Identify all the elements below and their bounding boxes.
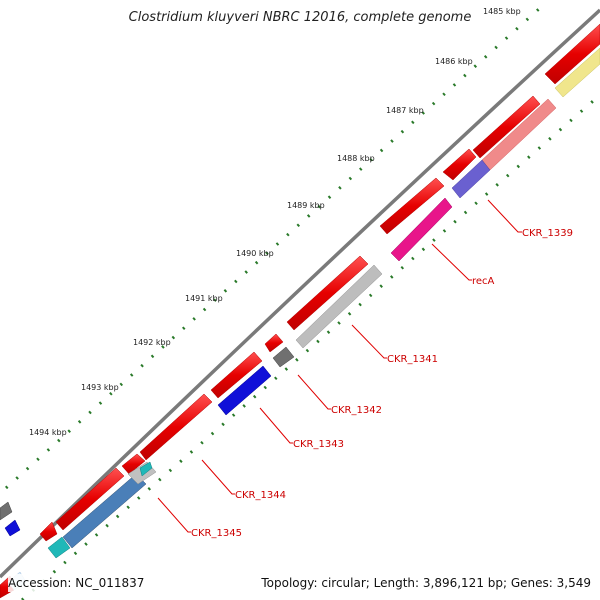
accession-text: Accession: NC_011837 (8, 574, 145, 592)
gene-label-ckr-1341[interactable]: CKR_1341 (387, 354, 438, 365)
gene-bar[interactable] (217, 365, 272, 416)
kbp-label: 1488 kbp (337, 154, 375, 163)
kbp-label: 1492 kbp (133, 338, 171, 347)
gene-labels: CKR_1339 recA CKR_1341 CKR_1342 CKR_1343… (191, 228, 573, 539)
gene-arrow[interactable] (121, 453, 146, 475)
inner-tick-ring (21, 93, 600, 600)
gene-bar[interactable] (0, 501, 13, 521)
gene-arrow[interactable] (472, 95, 541, 159)
gene-arrow[interactable] (379, 177, 445, 235)
kbp-label: 1485 kbp (483, 7, 521, 16)
kbp-label: 1494 kbp (29, 428, 67, 437)
kbp-label: 1489 kbp (287, 201, 325, 210)
gene-bar[interactable] (62, 473, 147, 549)
gene-arrow[interactable] (210, 351, 263, 399)
kbp-label: 1490 kbp (236, 249, 274, 258)
genome-backbone (0, 8, 600, 579)
gene-label-ckr-1343[interactable]: CKR_1343 (293, 439, 344, 450)
gene-bar[interactable] (554, 47, 600, 98)
gene-arrow[interactable] (55, 467, 125, 531)
gene-bar[interactable] (47, 536, 71, 559)
genome-summary-text: Topology: circular; Length: 3,896,121 bp… (261, 574, 591, 592)
gene-bar[interactable] (390, 197, 453, 262)
gene-label-ckr-1339[interactable]: CKR_1339 (522, 228, 573, 239)
gene-arrow[interactable] (442, 148, 477, 181)
gene-bar[interactable] (451, 159, 491, 199)
gene-label-ckr-1344[interactable]: CKR_1344 (235, 490, 286, 501)
kbp-label: 1487 kbp (386, 106, 424, 115)
gene-arrow[interactable] (39, 521, 58, 542)
gene-arrow[interactable] (286, 255, 369, 331)
gene-bar[interactable] (272, 346, 295, 368)
kbp-label: 1491 kbp (185, 294, 223, 303)
gene-arrow[interactable] (264, 333, 284, 353)
kbp-label: 1493 kbp (81, 383, 119, 392)
reverse-strand-genes (0, 47, 600, 591)
outer-tick-ring (4, 6, 542, 490)
gene-bar[interactable] (139, 461, 153, 477)
genome-title: Clostridium kluyveri NBRC 12016, complet… (128, 10, 472, 25)
gene-label-ckr-1342[interactable]: CKR_1342 (331, 405, 382, 416)
gene-bar[interactable] (4, 519, 21, 537)
gene-label-reca[interactable]: recA (472, 276, 495, 287)
gene-arrow[interactable] (139, 393, 213, 461)
label-leader-lines (157, 199, 522, 533)
kbp-labels: 1485 kbp 1486 kbp 1487 kbp 1488 kbp 1489… (29, 7, 521, 437)
forward-strand-genes (0, 23, 600, 599)
gene-arrow[interactable] (544, 23, 600, 85)
gene-label-ckr-1345[interactable]: CKR_1345 (191, 528, 242, 539)
kbp-label: 1486 kbp (435, 57, 473, 66)
gene-bar[interactable] (295, 264, 383, 349)
